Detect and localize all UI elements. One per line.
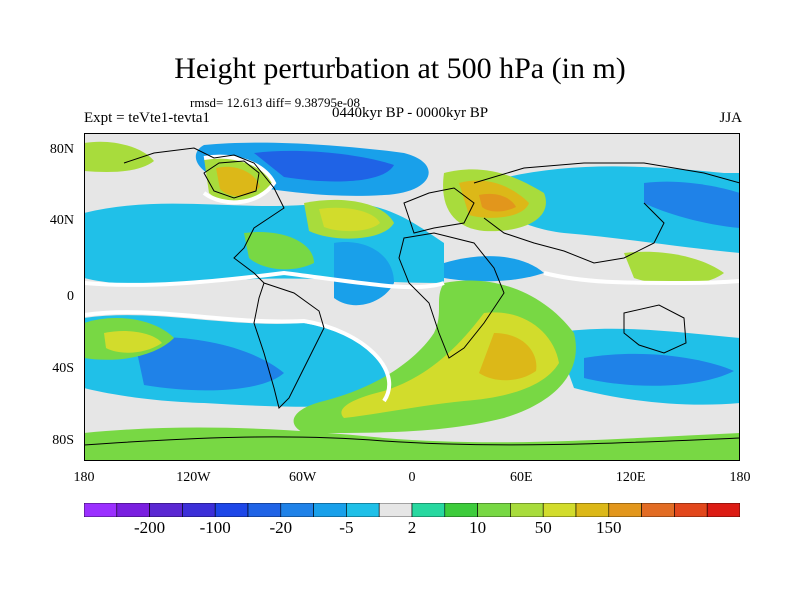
zero-contour <box>84 154 740 403</box>
south-america-coast <box>253 282 325 409</box>
colorbar-swatch <box>84 503 118 517</box>
season-label: JJA <box>719 110 742 126</box>
lon-tick-label: 60E <box>510 470 533 485</box>
africa-coast <box>398 232 505 359</box>
colorbar-swatch <box>247 503 282 517</box>
stats-label: rmsd= 12.613 diff= 9.38795e-08 <box>190 95 361 110</box>
colorbar-swatch <box>674 503 708 517</box>
lon-tick-label: 120E <box>615 470 646 485</box>
colorbar-label: -20 <box>269 518 293 537</box>
colorbar-swatch <box>641 503 675 517</box>
colorbar-label: -100 <box>199 518 231 537</box>
lat-tick-label: 40N <box>49 213 74 228</box>
colorbar-swatch <box>149 503 183 517</box>
europe-coast <box>403 187 475 234</box>
lon-tick-label: 180 <box>73 470 95 485</box>
greenland-coast <box>203 160 260 199</box>
colorbar-swatch <box>280 503 314 517</box>
period-label: 0440kyr BP - 0000kyr BP <box>331 105 489 121</box>
colorbar-label: 10 <box>469 518 487 537</box>
colorbar-swatch <box>542 503 577 517</box>
colorbar <box>84 503 740 517</box>
lon-tick-label: 0 <box>408 470 416 485</box>
australia-coast <box>623 304 687 354</box>
colorbar-swatch <box>510 503 544 517</box>
map-frame <box>84 133 740 461</box>
colorbar-swatch <box>378 503 413 517</box>
colorbar-swatch <box>411 503 446 517</box>
colorbar-swatch <box>477 503 511 517</box>
colorbar-swatch <box>182 503 216 517</box>
colorbar-label: -5 <box>339 518 354 537</box>
colorbar-swatch <box>346 503 380 517</box>
colorbar-swatch <box>313 503 347 517</box>
colorbar-swatch <box>575 503 610 517</box>
colorbar-label: 50 <box>534 518 552 537</box>
colorbar-swatch <box>444 503 478 517</box>
lon-tick-label: 120W <box>176 470 211 485</box>
colorbar-swatch <box>116 503 150 517</box>
coastlines <box>84 147 740 446</box>
lon-tick-label: 60W <box>289 470 317 485</box>
positive-anomaly-regions <box>84 141 740 461</box>
map-title: Height perturbation at 500 hPa (in m) <box>174 52 626 85</box>
asia-coast <box>473 162 740 264</box>
height-perturbation-map <box>84 133 740 461</box>
lat-tick-label: 0 <box>67 289 74 304</box>
lon-tick-label: 180 <box>729 470 751 485</box>
experiment-label: Expt = teVte1-tevta1 <box>84 110 210 126</box>
colorbar-label: -200 <box>134 518 166 537</box>
colorbar-label: 2 <box>407 518 417 537</box>
lat-tick-label: 80S <box>52 433 74 448</box>
antarctica-coast <box>84 436 740 446</box>
colorbar-swatch <box>608 503 642 517</box>
north-america-coast <box>123 147 285 284</box>
colorbar-label: 150 <box>596 518 622 537</box>
colorbar-swatch <box>706 503 740 517</box>
colorbar-swatch <box>214 503 249 517</box>
lat-tick-label: 40S <box>52 361 74 376</box>
lat-tick-label: 80N <box>49 142 74 157</box>
